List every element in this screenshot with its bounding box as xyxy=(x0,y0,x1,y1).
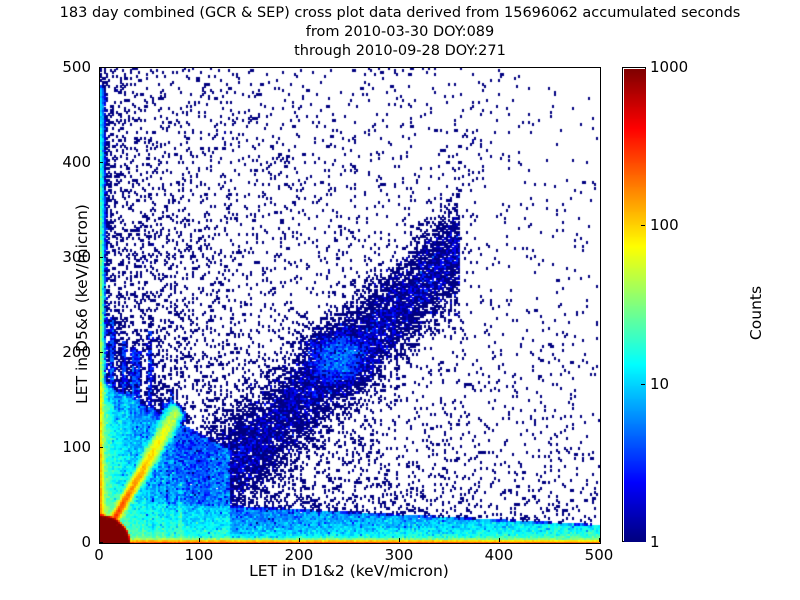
chart-title-line-1: 183 day combined (GCR & SEP) cross plot … xyxy=(59,5,741,21)
colorbar-tick-label: 1 xyxy=(650,533,660,551)
y-tick-label: 0 xyxy=(81,533,91,551)
colorbar-tick-label: 10 xyxy=(650,375,670,393)
x-tick-label: 100 xyxy=(184,546,214,564)
y-tick-label: 200 xyxy=(62,343,91,361)
y-tick-mark xyxy=(99,542,103,543)
x-tick-label: 400 xyxy=(484,546,514,564)
colorbar-gradient xyxy=(624,69,646,542)
x-tick-mark xyxy=(99,538,100,542)
y-tick-label: 400 xyxy=(62,153,91,171)
x-tick-label: 500 xyxy=(584,546,614,564)
x-tick-mark xyxy=(599,538,600,542)
chart-title-line-3: through 2010-09-28 DOY:271 xyxy=(294,43,506,59)
x-tick-mark xyxy=(499,538,500,542)
x-axis-label: LET in D1&2 (keV/micron) xyxy=(249,562,449,580)
plot-axes-frame xyxy=(99,67,601,544)
y-tick-mark xyxy=(99,67,103,68)
y-tick-label: 300 xyxy=(62,248,91,266)
chart-title-line-2: from 2010-03-30 DOY:089 xyxy=(305,24,495,40)
colorbar-tick-label: 1000 xyxy=(650,58,689,76)
y-tick-label: 100 xyxy=(62,438,91,456)
x-tick-mark xyxy=(399,538,400,542)
y-tick-mark xyxy=(99,352,103,353)
colorbar-tick-label: 100 xyxy=(650,216,679,234)
colorbar xyxy=(622,67,646,542)
x-tick-mark xyxy=(199,538,200,542)
x-tick-label: 0 xyxy=(94,546,104,564)
colorbar-tick-mark xyxy=(641,384,645,385)
y-tick-label: 500 xyxy=(62,58,91,76)
y-tick-mark xyxy=(99,162,103,163)
colorbar-label: Counts xyxy=(747,285,765,341)
colorbar-gradient-frame xyxy=(622,67,646,542)
y-tick-mark xyxy=(99,447,103,448)
x-tick-mark xyxy=(299,538,300,542)
x-tick-label: 300 xyxy=(384,546,414,564)
colorbar-tick-mark xyxy=(641,225,645,226)
y-axis-label: LET in D5&6 (keV/micron) xyxy=(73,204,91,404)
scatter-data-layer xyxy=(100,68,600,543)
y-tick-mark xyxy=(99,257,103,258)
chart-title: 183 day combined (GCR & SEP) cross plot … xyxy=(0,4,800,61)
x-tick-label: 200 xyxy=(284,546,314,564)
